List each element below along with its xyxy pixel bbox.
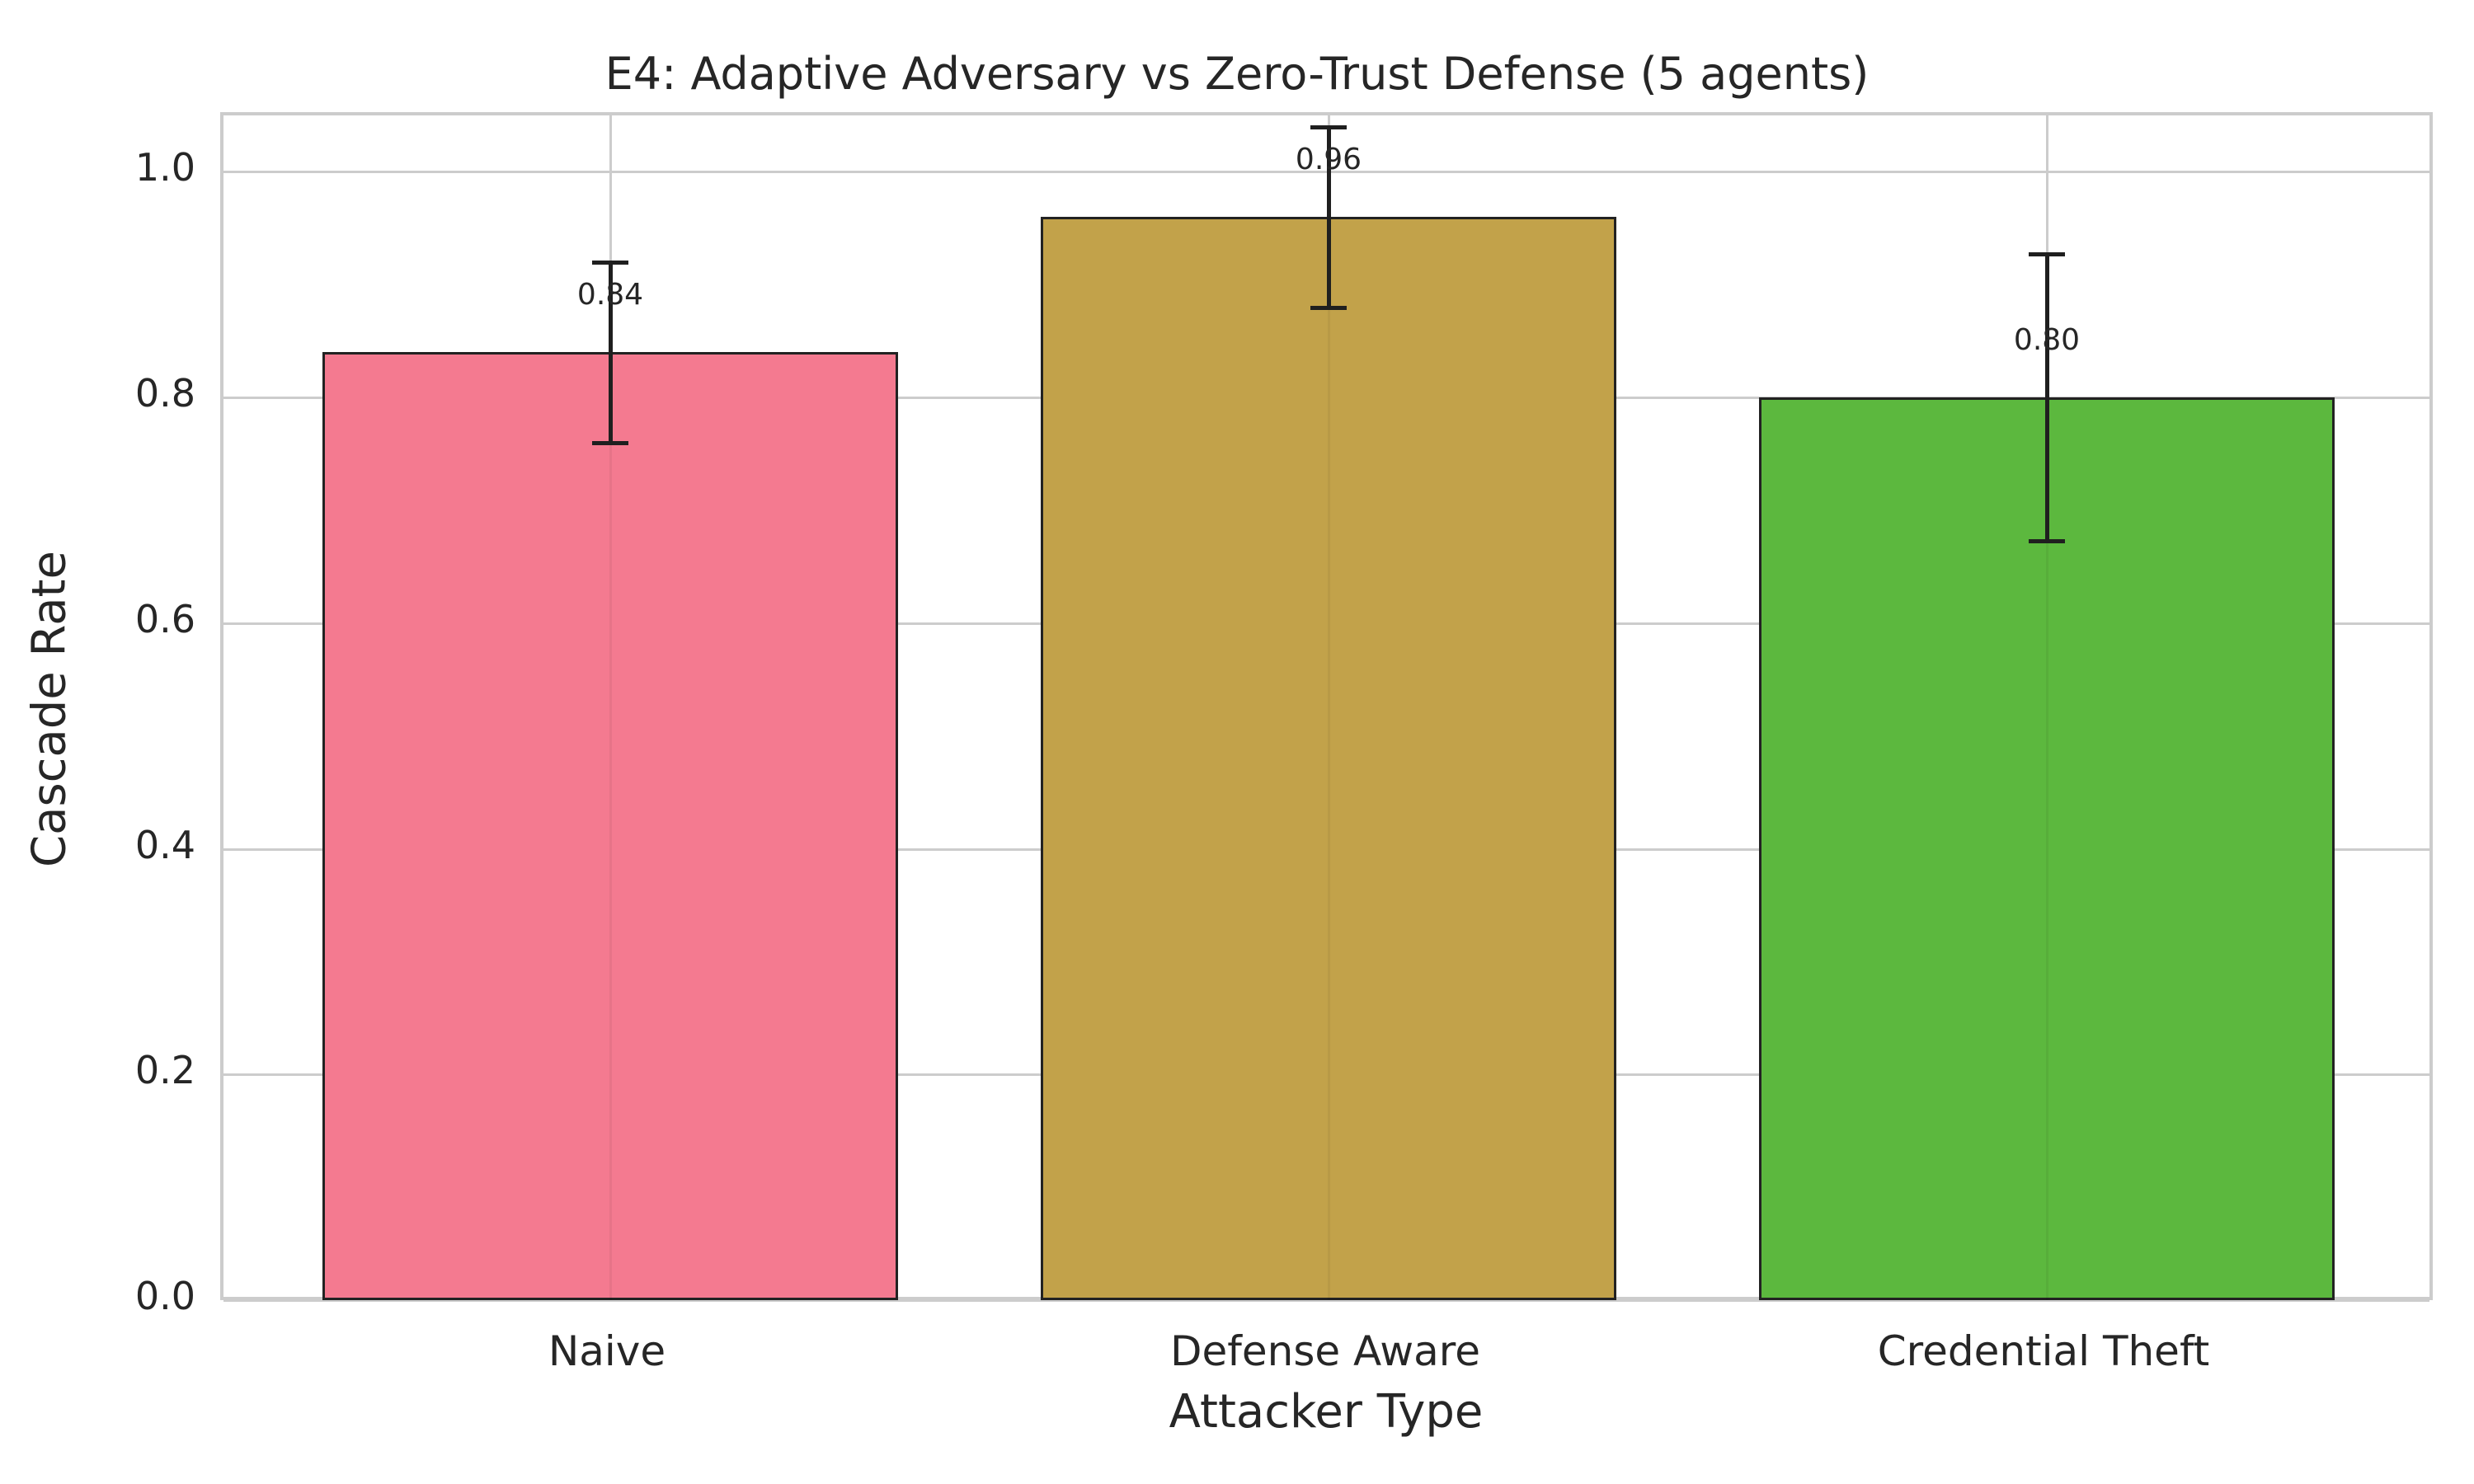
- value-label: 0.96: [1295, 142, 1362, 176]
- error-bar: [2045, 254, 2049, 541]
- error-bar: [609, 261, 613, 443]
- error-bar-cap: [1310, 124, 1347, 129]
- gridline-overlay: [609, 352, 612, 1300]
- error-bar-cap: [592, 440, 628, 445]
- y-tick-label: 0.6: [134, 596, 195, 641]
- error-bar-cap: [2029, 252, 2065, 257]
- error-bar-cap: [1310, 305, 1347, 310]
- error-bar-cap: [2029, 538, 2065, 543]
- y-tick-label: 0.4: [134, 822, 195, 867]
- y-tick-label: 0.8: [134, 371, 195, 416]
- bar-naive: [322, 352, 898, 1300]
- y-tick-label: 1.0: [134, 145, 195, 190]
- y-tick-label: 0.2: [134, 1048, 195, 1093]
- x-tick-label: Defense Aware: [1170, 1327, 1480, 1375]
- chart-title: E4: Adaptive Adversary vs Zero-Trust Def…: [604, 48, 1870, 100]
- error-bar-cap: [592, 260, 628, 265]
- gridline-y: [223, 1299, 2429, 1302]
- x-tick-label: Credential Theft: [1877, 1327, 2210, 1375]
- bar-defense-aware: [1041, 217, 1616, 1300]
- x-axis-label: Attacker Type: [1169, 1385, 1484, 1439]
- value-label: 0.80: [2013, 322, 2081, 357]
- error-bar: [1327, 126, 1331, 308]
- gridline-overlay: [2046, 397, 2048, 1300]
- gridline-y: [223, 171, 2429, 174]
- x-tick-label: Naive: [548, 1327, 666, 1375]
- gridline-overlay: [1328, 217, 1330, 1300]
- value-label: 0.84: [576, 277, 644, 312]
- plot-area: 0.84 0.96 0.80: [220, 112, 2433, 1302]
- y-tick-label: 0.0: [134, 1274, 195, 1318]
- bar-credential-theft: [1759, 397, 2335, 1300]
